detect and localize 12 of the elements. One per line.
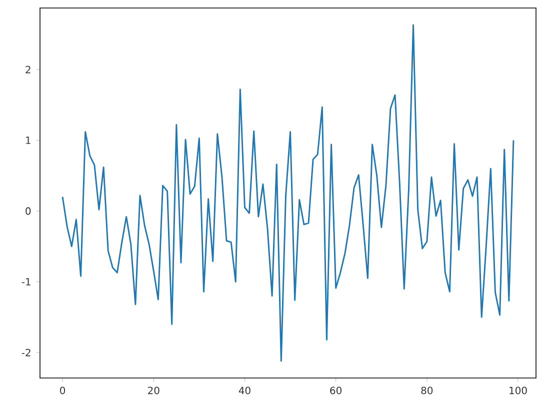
line-series [62,24,514,362]
x-tick-label: 80 [421,386,433,394]
x-tick-label: 20 [148,386,160,394]
x-tick-label: 40 [238,386,250,394]
y-tick-label: 0 [26,207,31,215]
x-tick-label: 100 [510,386,527,394]
y-tick-label: 1 [26,136,30,144]
y-tick-label: -1 [22,278,30,286]
y-tick-label: -2 [22,348,30,356]
x-tick-label: 60 [330,386,342,394]
x-tick-label: 0 [60,386,66,394]
y-tick-label: 2 [26,66,30,74]
